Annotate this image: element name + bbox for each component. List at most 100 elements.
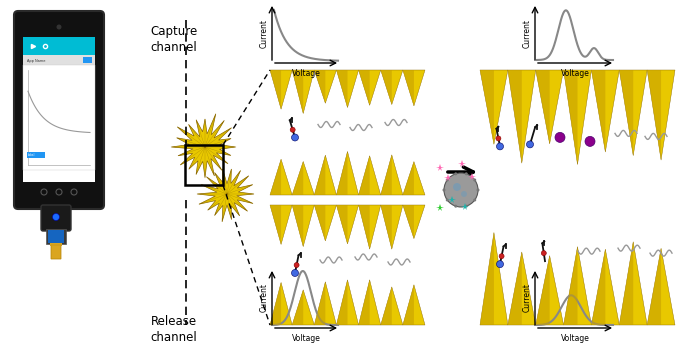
Polygon shape <box>358 205 370 249</box>
Circle shape <box>464 172 468 175</box>
Polygon shape <box>647 70 661 160</box>
Polygon shape <box>591 249 606 325</box>
Polygon shape <box>314 282 336 325</box>
Polygon shape <box>270 282 281 325</box>
Polygon shape <box>358 156 370 195</box>
Polygon shape <box>358 280 381 325</box>
Polygon shape <box>336 70 358 108</box>
Bar <box>23 37 95 55</box>
Polygon shape <box>292 290 303 325</box>
Polygon shape <box>536 70 549 144</box>
Polygon shape <box>358 280 370 325</box>
Bar <box>480 70 675 325</box>
Polygon shape <box>403 285 414 325</box>
Circle shape <box>53 213 60 221</box>
Polygon shape <box>619 70 647 156</box>
Bar <box>270 205 425 325</box>
Polygon shape <box>171 114 236 178</box>
Bar <box>22 183 96 201</box>
Circle shape <box>496 136 501 141</box>
Polygon shape <box>358 156 381 195</box>
Circle shape <box>444 173 478 207</box>
Text: Capture
channel: Capture channel <box>151 25 198 54</box>
Polygon shape <box>270 205 281 245</box>
Text: Current: Current <box>523 19 532 47</box>
Bar <box>83 57 92 63</box>
Polygon shape <box>270 159 292 195</box>
Bar <box>270 70 425 195</box>
Polygon shape <box>403 162 425 195</box>
Bar <box>22 19 96 35</box>
Circle shape <box>454 172 458 175</box>
Text: Label: Label <box>28 153 36 157</box>
Polygon shape <box>197 169 254 222</box>
Polygon shape <box>358 70 370 105</box>
Bar <box>270 205 425 325</box>
Polygon shape <box>358 205 381 249</box>
Polygon shape <box>270 205 292 245</box>
Polygon shape <box>403 162 414 195</box>
Polygon shape <box>336 151 347 195</box>
Circle shape <box>473 178 476 181</box>
Polygon shape <box>314 155 325 195</box>
Circle shape <box>585 137 595 146</box>
Polygon shape <box>381 70 403 105</box>
Text: Release
channel: Release channel <box>151 315 197 343</box>
Polygon shape <box>381 155 403 195</box>
Polygon shape <box>591 70 619 152</box>
Polygon shape <box>336 280 358 325</box>
Polygon shape <box>619 242 647 325</box>
Polygon shape <box>564 70 591 165</box>
Polygon shape <box>536 256 564 325</box>
Circle shape <box>292 270 299 276</box>
Polygon shape <box>564 247 591 325</box>
Bar <box>270 70 425 195</box>
Bar <box>480 70 675 325</box>
Polygon shape <box>508 252 522 325</box>
Polygon shape <box>536 256 549 325</box>
Circle shape <box>454 205 458 208</box>
Bar <box>50 243 62 246</box>
Polygon shape <box>358 70 381 105</box>
Circle shape <box>527 141 534 148</box>
Bar <box>51 245 61 259</box>
Polygon shape <box>480 70 494 144</box>
Circle shape <box>453 183 461 191</box>
Polygon shape <box>314 282 325 325</box>
Text: Current: Current <box>523 284 532 312</box>
Text: Voltage: Voltage <box>292 69 321 78</box>
Circle shape <box>461 191 467 197</box>
Polygon shape <box>270 70 292 109</box>
Text: App Name: App Name <box>27 59 45 63</box>
Polygon shape <box>647 248 661 325</box>
Polygon shape <box>381 205 392 249</box>
Bar <box>51 245 61 259</box>
Polygon shape <box>619 242 633 325</box>
Polygon shape <box>292 290 314 325</box>
Polygon shape <box>619 70 633 156</box>
Polygon shape <box>564 247 577 325</box>
Polygon shape <box>292 70 303 114</box>
Circle shape <box>464 205 468 208</box>
Circle shape <box>499 254 504 259</box>
Bar <box>27 152 45 158</box>
Polygon shape <box>270 159 281 195</box>
Circle shape <box>290 127 295 132</box>
Circle shape <box>446 199 449 201</box>
Polygon shape <box>591 70 606 152</box>
Polygon shape <box>647 70 675 160</box>
Bar <box>23 65 95 170</box>
Text: Voltage: Voltage <box>560 69 589 78</box>
Circle shape <box>497 261 503 268</box>
Polygon shape <box>480 233 494 325</box>
Polygon shape <box>381 70 392 105</box>
Polygon shape <box>381 287 392 325</box>
Polygon shape <box>381 155 392 195</box>
Circle shape <box>443 189 445 191</box>
Polygon shape <box>403 205 425 239</box>
FancyBboxPatch shape <box>41 205 71 231</box>
Polygon shape <box>314 155 336 195</box>
Bar <box>46 229 66 244</box>
Text: Voltage: Voltage <box>292 334 321 343</box>
Polygon shape <box>564 70 577 165</box>
